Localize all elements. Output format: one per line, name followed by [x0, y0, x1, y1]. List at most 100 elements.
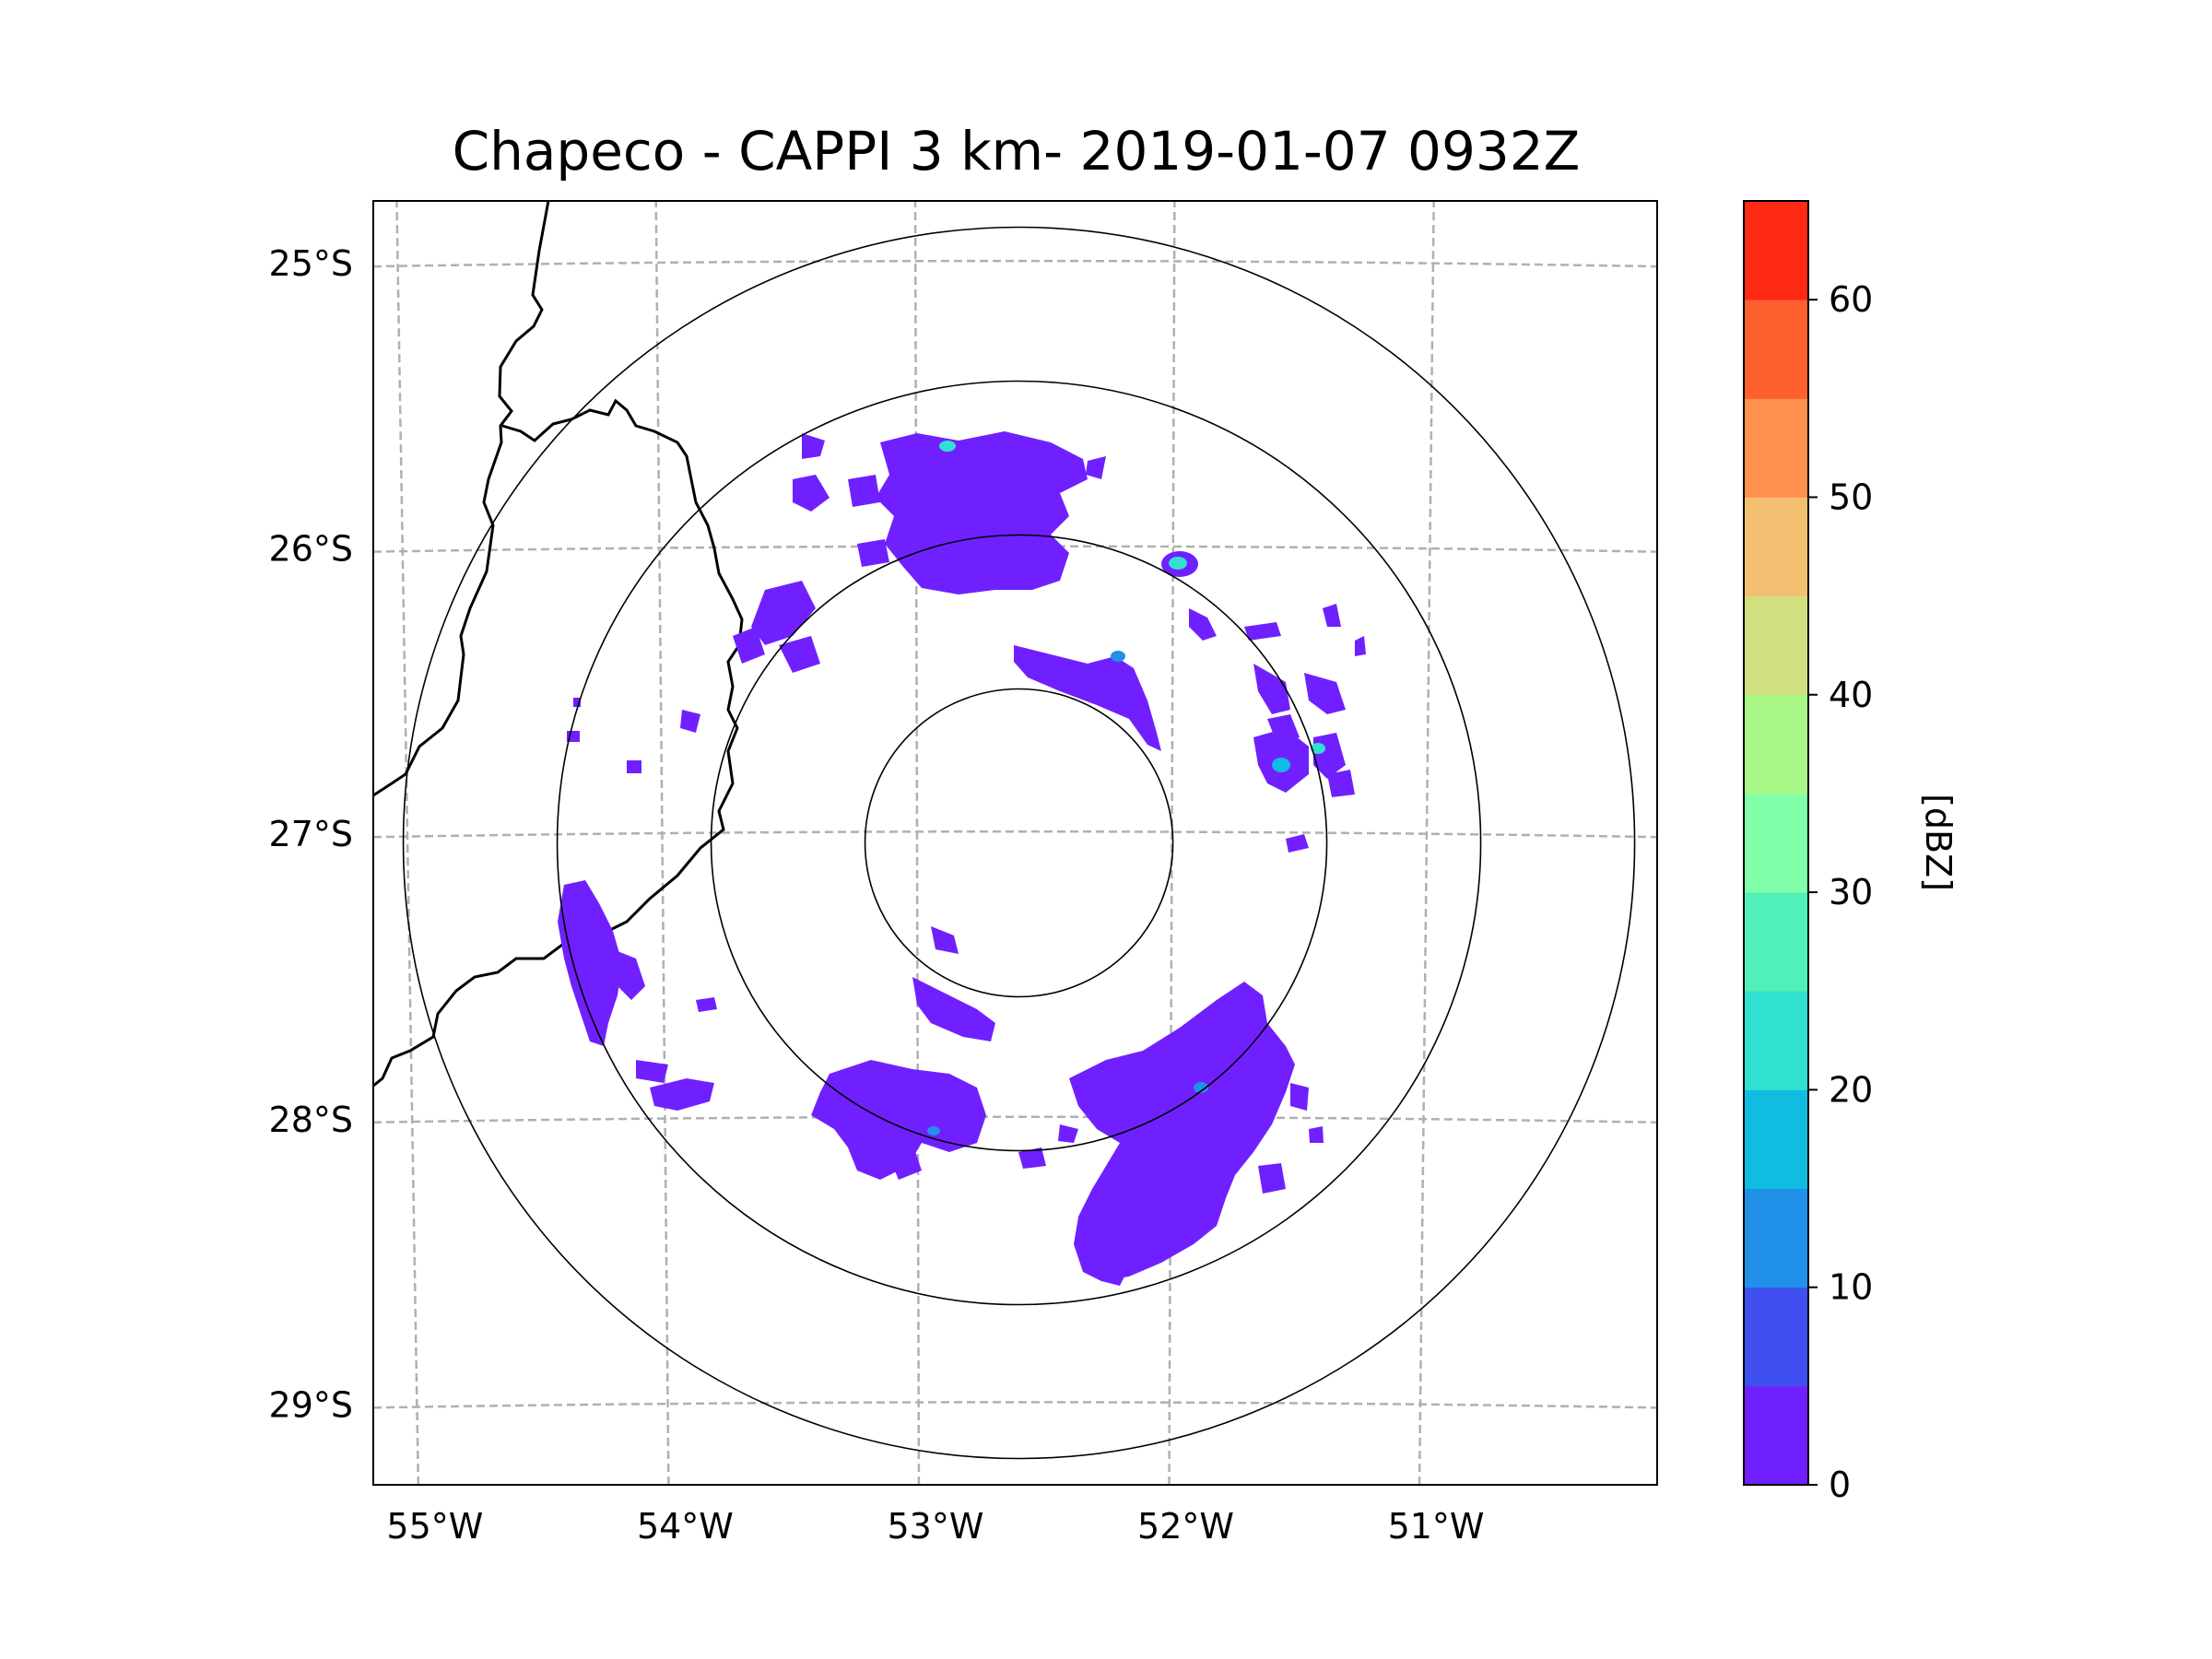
plot-frame	[372, 200, 1658, 1486]
colorbar-segment	[1744, 201, 1808, 300]
y-axis-ticks: 25°S 26°S 27°S 28°S 29°S	[269, 243, 353, 1425]
border-paraguay-argentina	[373, 201, 550, 797]
echo-fragment	[848, 475, 880, 507]
range-ring	[556, 380, 1482, 1306]
echo-south-inner	[912, 977, 995, 1041]
echo-southeast-complex	[1069, 982, 1295, 1281]
echo-southeast-complex	[1258, 1163, 1286, 1194]
echo-core	[1111, 651, 1125, 662]
echo-east	[1304, 673, 1346, 714]
x-tick-label: 53°W	[887, 1506, 983, 1547]
gridline-lon	[913, 201, 921, 1485]
colorbar-tick-label: 40	[1829, 675, 1873, 715]
y-tick-label: 29°S	[269, 1384, 353, 1425]
range-ring	[864, 688, 1174, 998]
colorbar: 0 10 20 30 40 50 60 [dBZ]	[1743, 200, 1959, 1505]
colorbar-segment	[1744, 1188, 1808, 1288]
reflectivity-echoes	[558, 431, 1366, 1286]
colorbar-tick-label: 30	[1829, 872, 1873, 912]
colorbar-segment	[1744, 497, 1808, 597]
echo-west-band	[613, 949, 645, 1000]
echo-southeast-complex	[1058, 1124, 1078, 1143]
echo-west-small	[573, 698, 581, 707]
colorbar-segment	[1744, 694, 1808, 794]
colorbar-tick-label: 50	[1829, 477, 1873, 517]
colorbar-segment	[1744, 595, 1808, 696]
y-tick-label: 27°S	[269, 814, 353, 854]
echo-core	[1311, 743, 1325, 754]
echo-northeast-inner	[1014, 645, 1161, 751]
colorbar-tick-label: 60	[1829, 279, 1873, 320]
echo-south-inner	[931, 926, 959, 954]
echo-southeast-complex	[1309, 1126, 1324, 1143]
chart-title: Chapeco - CAPPI 3 km- 2019-01-07 0932Z	[452, 120, 1581, 182]
echo-east	[1355, 636, 1366, 656]
colorbar-ticks: 0 10 20 30 40 50 60	[1808, 279, 1873, 1505]
echo-west-small	[650, 1078, 714, 1111]
echo-east	[1189, 608, 1217, 641]
x-axis-ticks: 55°W 54°W 53°W 52°W 51°W	[386, 1506, 1484, 1547]
echo-northwest	[751, 581, 816, 645]
echo-west-band	[558, 880, 622, 1046]
gridline-lon	[654, 201, 670, 1485]
echo-north-arc	[876, 431, 1088, 594]
echo-west-small	[696, 997, 717, 1012]
border-argentina-brazil-north	[373, 398, 744, 1088]
echo-core	[1272, 758, 1290, 772]
echo-southwest-cluster	[885, 1143, 922, 1180]
colorbar-segment	[1744, 892, 1808, 992]
colorbar-segment	[1744, 793, 1808, 893]
colorbar-tick-label: 10	[1829, 1267, 1873, 1308]
x-tick-label: 54°W	[637, 1506, 734, 1547]
echo-west-small	[680, 710, 700, 733]
political-borders	[373, 201, 744, 1088]
gridline-lon	[395, 201, 420, 1485]
echo-fragment	[977, 505, 1055, 533]
colorbar-tick-label: 0	[1829, 1465, 1851, 1505]
x-tick-label: 52°W	[1137, 1506, 1234, 1547]
y-tick-label: 28°S	[269, 1100, 353, 1140]
echo-northwest	[733, 627, 765, 664]
range-rings	[402, 226, 1636, 1460]
echo-northwest	[779, 636, 820, 673]
colorbar-label: [dBZ]	[1918, 794, 1959, 891]
echo-east	[1323, 604, 1341, 627]
echo-east	[1253, 664, 1290, 714]
colorbar-segment	[1744, 300, 1808, 399]
colorbar-segment	[1744, 1385, 1808, 1486]
y-tick-label: 25°S	[269, 243, 353, 284]
echo-core	[1194, 1082, 1208, 1093]
gridline-lon	[1168, 201, 1176, 1485]
colorbar-segment	[1744, 1287, 1808, 1387]
echo-east	[1327, 770, 1355, 797]
echo-west-small	[627, 760, 641, 773]
echo-fragment	[857, 539, 889, 567]
range-ring	[402, 226, 1636, 1460]
echo-east	[1286, 834, 1309, 853]
echo-southeast-complex	[1018, 1147, 1046, 1169]
colorbar-segments	[1744, 201, 1808, 1486]
colorbar-segment	[1744, 991, 1808, 1090]
echo-fragment	[1086, 456, 1106, 479]
x-tick-label: 51°W	[1388, 1506, 1485, 1547]
plot-area	[373, 201, 1657, 1485]
gridlines	[373, 201, 1657, 1485]
colorbar-segment	[1744, 1089, 1808, 1190]
y-tick-label: 26°S	[269, 529, 353, 570]
gridline-lon	[1418, 201, 1435, 1485]
echo-west-small	[636, 1060, 668, 1083]
colorbar-tick-label: 20	[1829, 1069, 1873, 1110]
echo-southwest-cluster	[811, 1060, 986, 1180]
colorbar-frame	[1743, 200, 1809, 1486]
range-ring	[710, 534, 1328, 1152]
echo-fragment	[793, 475, 830, 512]
colorbar-segment	[1744, 398, 1808, 498]
echo-fragment	[802, 433, 825, 459]
x-tick-label: 55°W	[386, 1506, 483, 1547]
echo-southeast-complex	[1290, 1083, 1309, 1111]
echo-southeast-complex	[1101, 1258, 1129, 1286]
echo-east	[1244, 622, 1281, 641]
echo-core	[927, 1126, 940, 1135]
echo-northeast-cell-core	[1169, 557, 1187, 570]
